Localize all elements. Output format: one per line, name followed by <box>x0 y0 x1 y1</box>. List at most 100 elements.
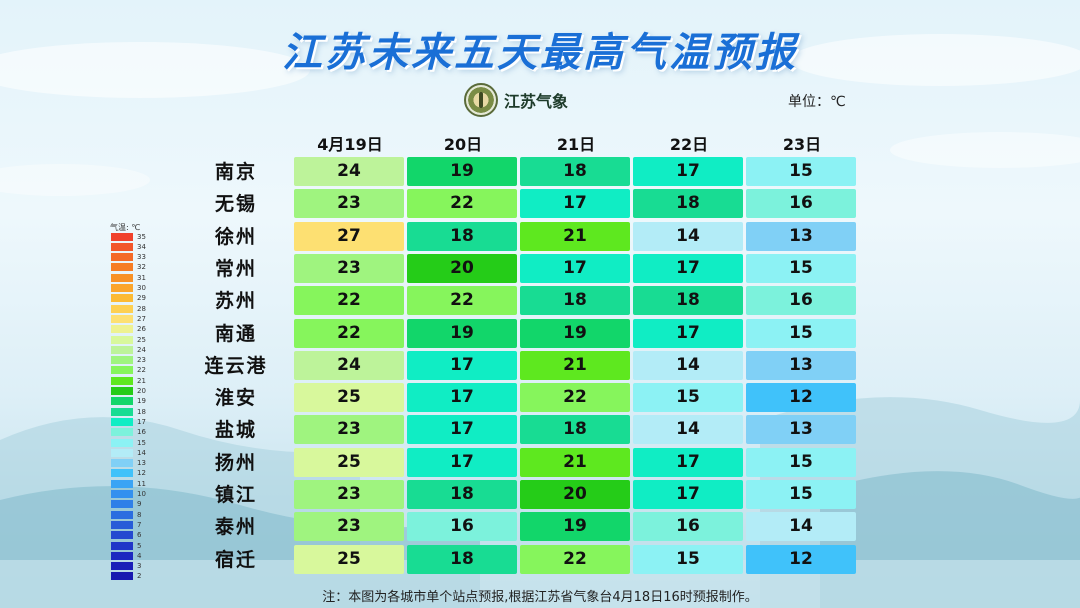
legend-value: 31 <box>137 273 146 282</box>
temperature-cell: 19 <box>520 319 630 348</box>
legend-value: 14 <box>137 448 146 457</box>
legend-item: 26 <box>111 325 146 334</box>
legend-item: 35 <box>111 232 146 241</box>
legend-swatch <box>111 273 133 282</box>
legend-value: 7 <box>137 520 142 529</box>
temperature-cell: 15 <box>746 448 856 477</box>
legend-item: 16 <box>111 428 146 437</box>
legend-swatch <box>111 417 133 426</box>
legend-value: 4 <box>137 551 142 560</box>
city-label: 苏州 <box>214 290 257 312</box>
legend-swatch <box>111 490 133 498</box>
temperature-cell: 17 <box>633 254 743 283</box>
logo-text: 江苏气象 <box>504 92 569 111</box>
legend-item: 31 <box>111 273 146 282</box>
legend-swatch <box>111 335 133 344</box>
city-label: 扬州 <box>214 452 257 474</box>
legend-value: 10 <box>137 490 146 498</box>
legend-value: 5 <box>137 541 142 550</box>
city-label: 南京 <box>214 161 257 183</box>
temperature-cell: 17 <box>407 448 517 477</box>
legend-item: 22 <box>111 366 146 375</box>
city-label: 泰州 <box>214 516 257 538</box>
legend-item: 3 <box>111 562 141 571</box>
temperature-cell: 25 <box>294 545 404 574</box>
legend-value: 26 <box>137 325 146 334</box>
temperature-cell: 21 <box>520 351 630 380</box>
temperature-cell: 18 <box>633 286 743 315</box>
column-header: 4月19日 <box>317 135 383 154</box>
legend-swatch <box>111 562 133 571</box>
legend-value: 30 <box>137 284 146 292</box>
legend-item: 8 <box>111 510 141 519</box>
temperature-cell: 20 <box>407 254 517 283</box>
temperature-cell: 22 <box>294 286 404 315</box>
legend-swatch <box>111 232 133 241</box>
temperature-cell: 15 <box>746 254 856 283</box>
legend-item: 33 <box>111 253 146 262</box>
legend-value: 33 <box>137 253 146 262</box>
temperature-cell: 14 <box>633 222 743 251</box>
temperature-cell: 23 <box>294 512 404 541</box>
legend-swatch <box>111 407 133 416</box>
legend-value: 29 <box>137 294 146 303</box>
logo: 江苏气象 <box>464 82 568 118</box>
legend-item: 29 <box>111 294 146 303</box>
legend-value: 17 <box>137 417 146 426</box>
temperature-cell: 23 <box>294 415 404 444</box>
city-label: 南通 <box>214 323 257 345</box>
legend-value: 22 <box>137 366 146 375</box>
legend-swatch <box>111 428 133 437</box>
temperature-cell: 17 <box>633 448 743 477</box>
legend-item: 15 <box>111 438 146 447</box>
temperature-cell: 17 <box>633 480 743 509</box>
column-header: 21日 <box>556 135 596 154</box>
legend-value: 27 <box>137 314 146 323</box>
legend-item: 30 <box>111 284 146 293</box>
city-label: 连云港 <box>204 355 268 377</box>
temperature-cell: 18 <box>407 480 517 509</box>
legend-swatch <box>111 531 133 540</box>
temperature-cell: 20 <box>520 480 630 509</box>
temperature-cell: 16 <box>633 512 743 541</box>
temperature-cell: 15 <box>633 383 743 412</box>
temperature-cell: 17 <box>407 383 517 412</box>
legend-item: 19 <box>111 397 146 406</box>
legend-value: 23 <box>137 356 146 365</box>
legend-item: 11 <box>111 479 146 488</box>
legend-swatch <box>111 572 133 581</box>
city-label: 常州 <box>214 258 257 280</box>
temperature-cell: 14 <box>633 351 743 380</box>
legend-value: 11 <box>137 479 146 488</box>
legend-swatch <box>111 551 133 560</box>
logo-emblem-icon <box>464 83 498 117</box>
legend-value: 6 <box>137 531 142 540</box>
temperature-cell: 17 <box>520 189 630 218</box>
legend-item: 21 <box>111 376 146 385</box>
legend-item: 13 <box>111 459 146 468</box>
legend-swatch <box>111 500 133 509</box>
legend-swatch <box>111 397 133 406</box>
city-label: 宿迁 <box>214 549 257 571</box>
temperature-cell: 23 <box>294 189 404 218</box>
city-label: 镇江 <box>214 484 257 506</box>
temperature-cell: 21 <box>520 222 630 251</box>
legend-title: 气温: ℃ <box>110 223 141 232</box>
legend-value: 3 <box>137 562 142 571</box>
city-label: 盐城 <box>214 419 257 441</box>
legend-value: 19 <box>137 397 146 406</box>
temperature-cell: 13 <box>746 351 856 380</box>
legend-item: 2 <box>111 572 141 581</box>
legend-value: 13 <box>137 459 146 468</box>
legend-value: 32 <box>137 263 146 272</box>
legend-swatch <box>111 387 133 395</box>
legend-value: 2 <box>137 572 142 581</box>
legend-item: 25 <box>111 335 146 344</box>
legend-item: 28 <box>111 304 146 313</box>
temperature-cell: 12 <box>746 545 856 574</box>
temperature-cell: 18 <box>520 415 630 444</box>
legend-swatch <box>111 479 133 488</box>
temperature-cell: 17 <box>407 415 517 444</box>
legend-swatch <box>111 438 133 447</box>
temperature-cell: 17 <box>633 157 743 186</box>
